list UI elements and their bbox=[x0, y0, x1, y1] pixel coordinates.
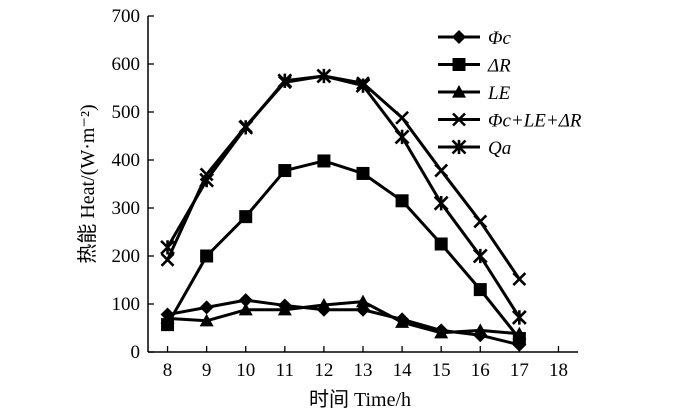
series-line bbox=[167, 300, 520, 336]
series-1 bbox=[161, 154, 526, 346]
legend-item: LE bbox=[438, 83, 511, 104]
data-point bbox=[395, 194, 409, 208]
x-axis-ticks: 8 9 10 11 12 13 14 15 16 17 18 bbox=[163, 346, 568, 381]
y-tick-label: 500 bbox=[112, 102, 141, 123]
data-point bbox=[394, 129, 410, 145]
data-point bbox=[238, 302, 253, 316]
y-tick-label: 0 bbox=[131, 342, 141, 363]
legend-item: Φc bbox=[438, 28, 511, 49]
data-point bbox=[473, 323, 488, 336]
x-axis-title: 时间 Time/h bbox=[309, 388, 411, 411]
x-tick-label: 16 bbox=[471, 360, 490, 381]
x-tick-label: 8 bbox=[163, 360, 173, 381]
series-3 bbox=[160, 69, 527, 286]
data-point bbox=[200, 249, 214, 263]
legend-marker bbox=[452, 58, 466, 71]
series-layer bbox=[160, 68, 527, 352]
x-tick-label: 12 bbox=[314, 360, 333, 381]
y-tick-label: 300 bbox=[112, 198, 141, 219]
data-point bbox=[355, 78, 371, 94]
data-point bbox=[160, 239, 175, 255]
x-tick-label: 13 bbox=[354, 360, 373, 381]
x-tick-label: 17 bbox=[510, 360, 529, 381]
y-axis-ticks: 0 100 200 300 400 500 600 700 bbox=[112, 6, 154, 363]
y-tick-label: 700 bbox=[112, 6, 141, 27]
legend-marker bbox=[451, 139, 467, 155]
data-point bbox=[395, 110, 410, 125]
data-point bbox=[239, 210, 253, 224]
x-tick-label: 15 bbox=[432, 360, 451, 381]
series-4 bbox=[160, 68, 527, 325]
legend-label: Qa bbox=[488, 138, 511, 159]
y-tick-label: 400 bbox=[112, 150, 141, 171]
legend-label: ΔR bbox=[487, 56, 511, 77]
x-tick-label: 18 bbox=[549, 360, 568, 381]
x-tick-label: 9 bbox=[202, 360, 212, 381]
y-tick-label: 100 bbox=[112, 294, 141, 315]
legend-label: Φc+LE+ΔR bbox=[488, 111, 582, 132]
data-point bbox=[316, 297, 331, 311]
data-point bbox=[395, 315, 410, 328]
data-point bbox=[434, 325, 449, 339]
data-point bbox=[277, 73, 293, 89]
data-point bbox=[473, 283, 487, 297]
data-point bbox=[199, 313, 214, 327]
data-point bbox=[434, 163, 449, 178]
x-tick-label: 11 bbox=[276, 360, 294, 381]
series-line bbox=[166, 74, 521, 280]
legend-item: Qa bbox=[438, 138, 511, 159]
legend-label: Φc bbox=[488, 28, 511, 49]
data-point bbox=[512, 326, 527, 340]
legend-marker bbox=[452, 85, 466, 98]
data-point bbox=[511, 310, 527, 325]
legend-marker bbox=[452, 30, 466, 44]
data-point bbox=[356, 166, 370, 180]
series-line bbox=[166, 74, 521, 319]
data-point bbox=[472, 248, 488, 264]
legend-item: ΔR bbox=[438, 56, 511, 77]
data-point bbox=[199, 172, 215, 188]
x-tick-label: 10 bbox=[236, 360, 255, 381]
data-point bbox=[317, 154, 331, 168]
data-point bbox=[238, 119, 254, 135]
y-axis-title: 热能 Heat/(W·m⁻²) bbox=[76, 104, 99, 263]
data-point bbox=[433, 195, 449, 211]
data-point bbox=[316, 68, 332, 84]
data-point bbox=[277, 302, 292, 316]
legend-item: Φc+LE+ΔR bbox=[438, 111, 582, 132]
data-point bbox=[512, 272, 527, 286]
legend: Φc ΔR LE Φc+LE+ΔR Qa bbox=[438, 28, 582, 159]
data-point bbox=[356, 294, 370, 308]
y-tick-label: 600 bbox=[112, 54, 141, 75]
series-line bbox=[167, 298, 520, 347]
x-tick-label: 14 bbox=[393, 360, 413, 381]
data-point bbox=[434, 237, 448, 251]
series-line bbox=[166, 159, 521, 340]
series-2 bbox=[160, 294, 527, 340]
data-point bbox=[278, 164, 292, 178]
data-point bbox=[160, 311, 175, 324]
data-point bbox=[473, 214, 488, 229]
legend-marker bbox=[452, 112, 466, 127]
data-point bbox=[238, 293, 253, 308]
legend-label: LE bbox=[487, 83, 511, 104]
data-point bbox=[160, 252, 175, 267]
y-tick-label: 200 bbox=[112, 246, 141, 267]
data-point bbox=[199, 300, 214, 315]
